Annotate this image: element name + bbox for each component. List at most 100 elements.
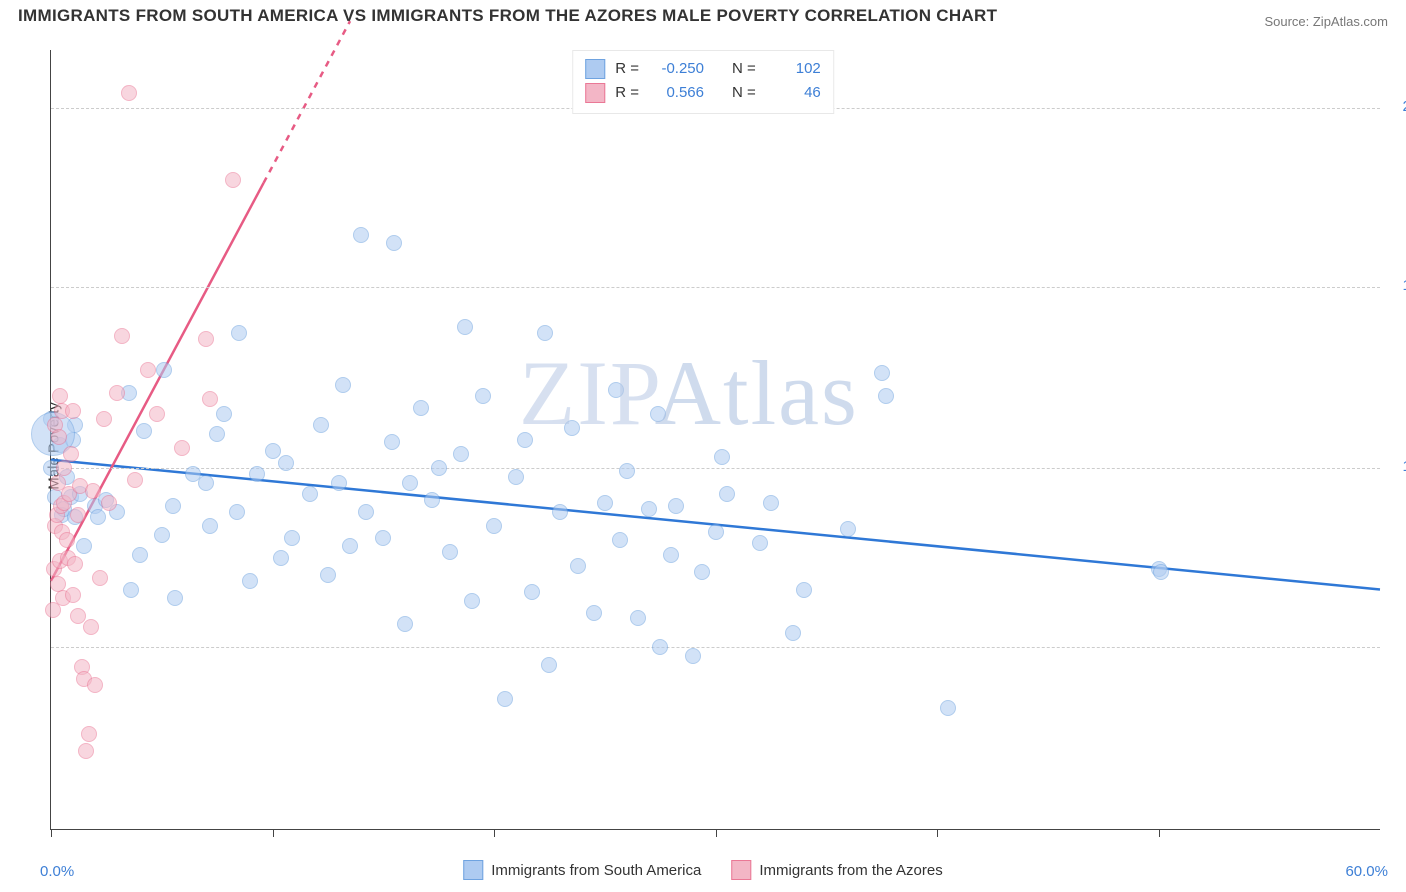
data-point	[708, 524, 724, 540]
x-tick	[1159, 829, 1160, 837]
swatch-series2	[731, 860, 751, 880]
data-point	[96, 411, 112, 427]
data-point	[90, 509, 106, 525]
data-point	[198, 475, 214, 491]
data-point	[331, 475, 347, 491]
data-point	[940, 700, 956, 716]
data-point	[612, 532, 628, 548]
data-point	[127, 472, 143, 488]
data-point	[537, 325, 553, 341]
data-point	[630, 610, 646, 626]
data-point	[85, 483, 101, 499]
data-point	[431, 460, 447, 476]
n-label: N =	[732, 81, 756, 105]
data-point	[694, 564, 710, 580]
data-point	[156, 362, 172, 378]
bottom-legend: Immigrants from South America Immigrants…	[463, 860, 942, 880]
data-point	[570, 558, 586, 574]
data-point	[63, 446, 79, 462]
data-point	[386, 235, 402, 251]
data-point	[564, 420, 580, 436]
data-point	[273, 550, 289, 566]
trend-line	[51, 183, 264, 581]
data-point	[231, 325, 247, 341]
data-point	[541, 657, 557, 673]
data-point	[92, 570, 108, 586]
data-point	[552, 504, 568, 520]
gridline	[51, 647, 1380, 648]
trend-line	[264, 21, 350, 183]
source-link[interactable]: ZipAtlas.com	[1313, 14, 1388, 29]
r-label: R =	[615, 57, 639, 81]
data-point	[650, 406, 666, 422]
data-point	[65, 587, 81, 603]
data-point	[174, 440, 190, 456]
data-point	[874, 365, 890, 381]
data-point	[397, 616, 413, 632]
data-point	[225, 172, 241, 188]
data-point	[278, 455, 294, 471]
data-point	[132, 547, 148, 563]
data-point	[76, 538, 92, 554]
data-point	[464, 593, 480, 609]
y-tick-label: 18.8%	[1385, 277, 1406, 294]
data-point	[878, 388, 894, 404]
data-point	[763, 495, 779, 511]
data-point	[752, 535, 768, 551]
data-point	[216, 406, 232, 422]
data-point	[402, 475, 418, 491]
legend-item-series2: Immigrants from the Azores	[731, 860, 942, 880]
data-point	[641, 501, 657, 517]
data-point	[668, 498, 684, 514]
stats-legend-box: R = -0.250 N = 102 R = 0.566 N = 46	[572, 50, 834, 114]
data-point	[442, 544, 458, 560]
chart-title: IMMIGRANTS FROM SOUTH AMERICA VS IMMIGRA…	[18, 6, 997, 26]
data-point	[59, 532, 75, 548]
data-point	[87, 677, 103, 693]
data-point	[149, 406, 165, 422]
x-axis-min-label: 0.0%	[40, 863, 74, 880]
n-label: N =	[732, 57, 756, 81]
data-point	[335, 377, 351, 393]
data-point	[249, 466, 265, 482]
data-point	[358, 504, 374, 520]
swatch-series1	[585, 59, 605, 79]
x-tick	[937, 829, 938, 837]
data-point	[375, 530, 391, 546]
legend-label-series2: Immigrants from the Azores	[759, 862, 942, 879]
data-point	[1153, 564, 1169, 580]
data-point	[123, 582, 139, 598]
plot-area: ZIPAtlas 6.3%12.5%18.8%25.0%	[50, 50, 1380, 830]
data-point	[342, 538, 358, 554]
data-point	[652, 639, 668, 655]
data-point	[685, 648, 701, 664]
y-tick-label: 6.3%	[1385, 637, 1406, 654]
x-tick	[273, 829, 274, 837]
data-point	[714, 449, 730, 465]
data-point	[619, 463, 635, 479]
data-point	[67, 556, 83, 572]
data-point	[121, 85, 137, 101]
n-value-series2: 46	[766, 81, 821, 105]
data-point	[65, 403, 81, 419]
data-point	[209, 426, 225, 442]
data-point	[83, 619, 99, 635]
y-tick-label: 25.0%	[1385, 98, 1406, 115]
x-tick	[716, 829, 717, 837]
swatch-series2	[585, 83, 605, 103]
stats-row-series2: R = 0.566 N = 46	[585, 81, 821, 105]
data-point	[101, 495, 117, 511]
x-axis-max-label: 60.0%	[1345, 863, 1388, 880]
data-point	[840, 521, 856, 537]
legend-label-series1: Immigrants from South America	[491, 862, 701, 879]
legend-item-series1: Immigrants from South America	[463, 860, 701, 880]
data-point	[486, 518, 502, 534]
data-point	[78, 743, 94, 759]
data-point	[114, 328, 130, 344]
data-point	[165, 498, 181, 514]
data-point	[265, 443, 281, 459]
data-point	[51, 429, 67, 445]
data-point	[719, 486, 735, 502]
data-point	[785, 625, 801, 641]
data-point	[242, 573, 258, 589]
